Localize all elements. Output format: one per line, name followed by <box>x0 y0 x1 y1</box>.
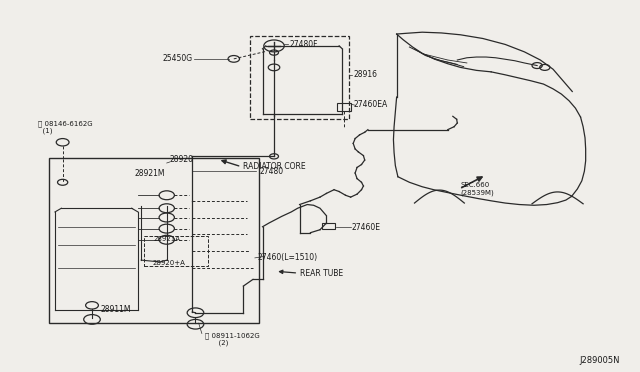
Text: 27460EA: 27460EA <box>353 100 387 109</box>
Text: 28920+A: 28920+A <box>152 260 185 266</box>
Text: 27480: 27480 <box>259 167 284 176</box>
Text: 27460E: 27460E <box>352 223 381 232</box>
Text: 28911M: 28911M <box>101 305 131 314</box>
Text: J289005N: J289005N <box>580 356 620 365</box>
Bar <box>250 36 349 119</box>
Text: Ⓑ 08146-6162G
  (1): Ⓑ 08146-6162G (1) <box>38 121 92 135</box>
Text: 28916: 28916 <box>353 70 377 79</box>
Text: 28921M: 28921M <box>135 169 165 177</box>
Text: REAR TUBE: REAR TUBE <box>300 269 342 278</box>
Text: RADIATOR CORE: RADIATOR CORE <box>243 162 306 171</box>
Bar <box>322 223 335 230</box>
Text: 27460(L=1510): 27460(L=1510) <box>257 253 317 262</box>
Text: 27480F: 27480F <box>289 39 318 49</box>
Text: Ⓝ 08911-1062G
      (2): Ⓝ 08911-1062G (2) <box>205 332 260 346</box>
Bar <box>49 158 259 323</box>
Bar <box>337 103 351 111</box>
Text: SEC.660
(28539M): SEC.660 (28539M) <box>461 182 494 196</box>
Text: 28921A: 28921A <box>154 235 181 242</box>
Bar <box>145 236 208 266</box>
Text: 28920: 28920 <box>170 155 194 164</box>
Text: 25450G: 25450G <box>162 54 192 63</box>
